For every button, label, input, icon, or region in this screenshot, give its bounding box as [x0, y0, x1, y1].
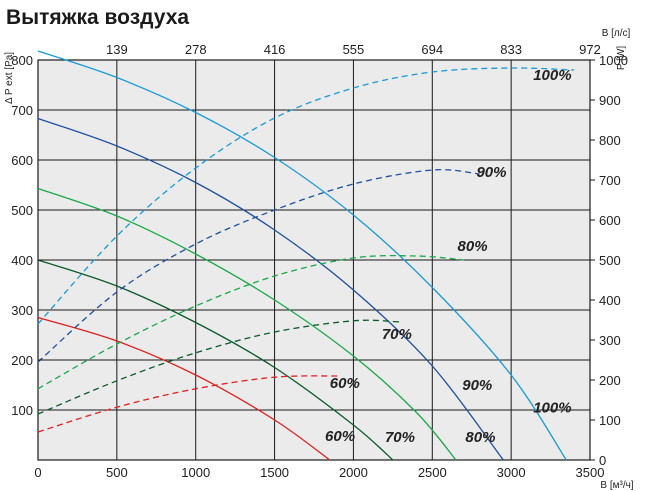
- power-curve-80: [37, 254, 464, 390]
- y-left-tick-label: 100: [11, 403, 33, 418]
- x-top-tick-label: 833: [500, 42, 522, 57]
- curve-label: 90%: [476, 164, 506, 181]
- chart-title: Вытяжка воздуха: [6, 6, 190, 29]
- x-tick-label: 2500: [418, 465, 447, 480]
- y-right-tick-label: 500: [599, 253, 621, 268]
- y-left-axis-label: Δ P ext [Pa]: [4, 52, 15, 104]
- x-top-tick-label: 694: [421, 42, 443, 57]
- curve-label: 80%: [465, 429, 495, 446]
- y-right-tick-label: 900: [599, 93, 621, 108]
- x-axis-label: В [м³/ч]: [600, 480, 633, 491]
- y-left-tick-label: 500: [11, 203, 33, 218]
- x-tick-label: 1500: [260, 465, 289, 480]
- y-right-tick-label: 200: [599, 373, 621, 388]
- x-tick-label: 1000: [181, 465, 210, 480]
- curve-label: 100%: [533, 67, 571, 84]
- x-top-axis-label: В [л/с]: [602, 28, 631, 39]
- power-curve-90: [37, 169, 480, 363]
- curve-label: 90%: [462, 377, 492, 394]
- y-right-axis-label: P [W]: [616, 46, 627, 70]
- curve-label: 100%: [533, 400, 571, 417]
- curve-label: 70%: [382, 326, 412, 343]
- pressure-curve-90: [37, 117, 504, 461]
- x-top-tick-label: 972: [579, 42, 601, 57]
- y-left-tick-label: 800: [11, 53, 33, 68]
- pressure-curve-70: [37, 259, 394, 461]
- pressure-curve-100: [37, 50, 567, 461]
- y-left-tick-label: 200: [11, 353, 33, 368]
- pressure-curve-60: [37, 316, 331, 461]
- x-tick-label: 2000: [339, 465, 368, 480]
- power-curve-70: [37, 319, 401, 415]
- curve-label: 60%: [330, 375, 360, 392]
- x-top-tick-label: 139: [106, 42, 128, 57]
- y-left-tick-label: 600: [11, 153, 33, 168]
- y-right-tick-label: 300: [599, 333, 621, 348]
- y-right-tick-label: 700: [599, 173, 621, 188]
- y-left-tick-label: 400: [11, 253, 33, 268]
- x-top-tick-label: 555: [343, 42, 365, 57]
- x-tick-label: 3000: [497, 465, 526, 480]
- x-tick-label: 500: [106, 465, 128, 480]
- y-right-tick-label: 800: [599, 133, 621, 148]
- power-curve-60: [37, 375, 338, 433]
- y-right-tick-label: 100: [599, 413, 621, 428]
- power-curve-100: [37, 67, 575, 325]
- curve-label: 70%: [385, 429, 415, 446]
- y-left-tick-label: 700: [11, 103, 33, 118]
- curve-label: 80%: [458, 238, 488, 255]
- x-tick-label: 0: [34, 465, 41, 480]
- curve-label: 60%: [325, 428, 355, 445]
- y-left-tick-label: 300: [11, 303, 33, 318]
- y-right-tick-label: 400: [599, 293, 621, 308]
- pressure-curve-80: [37, 187, 457, 461]
- x-tick-label: 3500: [576, 465, 605, 480]
- y-right-tick-label: 0: [599, 453, 606, 468]
- y-right-tick-label: 600: [599, 213, 621, 228]
- x-top-tick-label: 278: [185, 42, 207, 57]
- y-right-tick-label: 1000: [599, 53, 628, 68]
- x-top-tick-label: 416: [264, 42, 286, 57]
